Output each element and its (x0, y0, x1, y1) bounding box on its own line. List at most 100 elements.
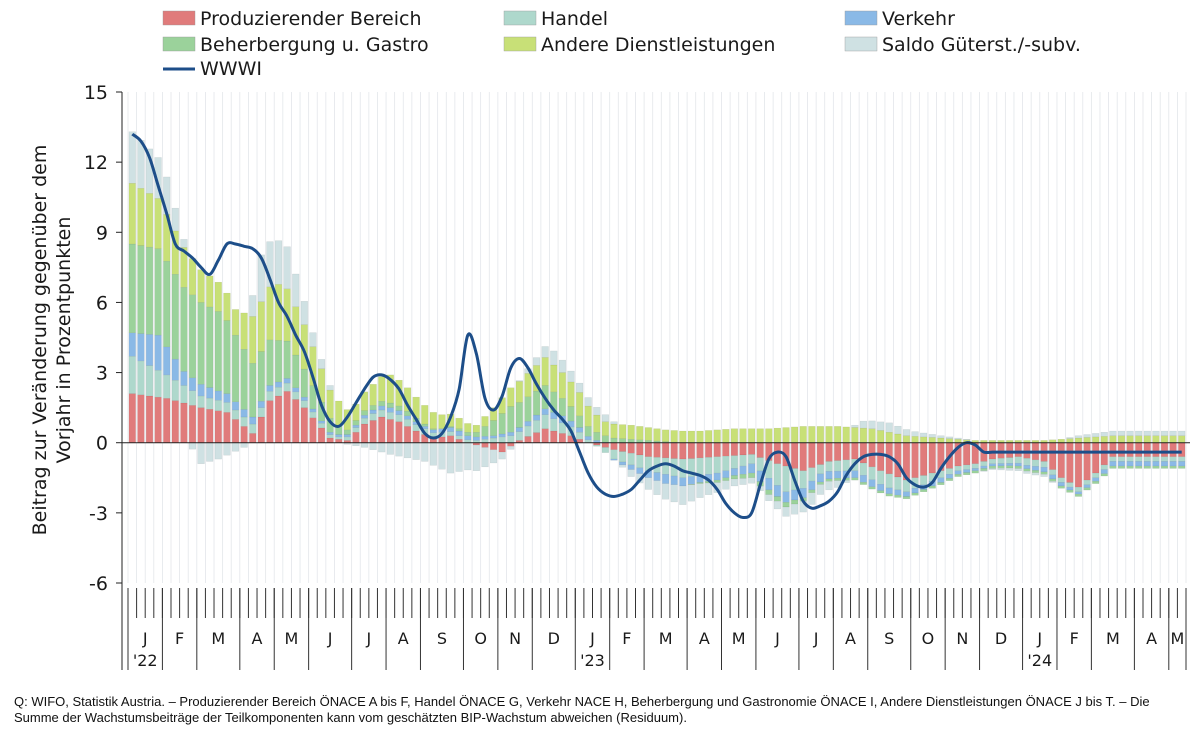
legend-label: Handel (541, 8, 608, 30)
bar-segment (274, 395, 283, 443)
legend-swatch (844, 10, 878, 26)
bar-segment (791, 489, 799, 501)
bar-segment (524, 396, 532, 422)
bar-segment (481, 416, 489, 427)
bar-segment (360, 410, 369, 416)
bar-segment (748, 442, 756, 455)
bar-segment (223, 402, 231, 413)
bar-segment (713, 442, 721, 457)
bar-segment (300, 368, 308, 398)
bar-segment (472, 431, 480, 438)
bar-segment (868, 428, 876, 443)
bar-segment (730, 442, 738, 456)
bar-segment (765, 494, 773, 501)
bar-segment (386, 402, 394, 408)
y-tick-label: 12 (84, 152, 108, 174)
bar-segment (773, 485, 781, 497)
bar-segment (455, 435, 463, 440)
bar-segment (971, 470, 979, 474)
bar-segment (937, 477, 945, 483)
bar-segment (206, 275, 214, 308)
bar-segment (627, 464, 635, 470)
bar-segment (369, 413, 377, 421)
bar-segment (386, 407, 394, 413)
bar-segment (197, 442, 205, 464)
bar-segment (773, 427, 781, 443)
bar-segment (877, 421, 885, 431)
bar-segment (1092, 436, 1100, 443)
bar-segment (1031, 472, 1040, 476)
bar-segment (171, 273, 179, 360)
bar-segment (859, 420, 867, 429)
bar-segment (1092, 481, 1100, 484)
bar-segment (274, 240, 283, 285)
bar-segment (773, 463, 781, 486)
bar-segment (601, 447, 609, 453)
bar-segment (395, 421, 403, 443)
bar-segment (197, 407, 205, 443)
bar-segment (472, 436, 480, 441)
bar-segment (954, 470, 962, 475)
bar-segment (507, 435, 515, 443)
bar-segment (360, 415, 369, 419)
bar-segment (1006, 457, 1014, 464)
bar-segment (317, 427, 326, 443)
bar-segment (1057, 477, 1065, 483)
bar-segment (464, 435, 472, 440)
wwwi-series-line (131, 132, 1182, 520)
bar-segment (997, 465, 1005, 469)
legend-label: Verkehr (882, 8, 955, 30)
bar-segment (257, 416, 265, 443)
bar-segment (490, 435, 498, 439)
bar-segment (1160, 442, 1169, 457)
bar-segment (920, 432, 928, 438)
bar-segment (765, 477, 773, 491)
bar-segment (128, 182, 136, 245)
bar-segment (619, 424, 627, 439)
bar-segment (1160, 435, 1169, 443)
bar-segment (791, 503, 799, 515)
month-label: M (285, 629, 299, 648)
bar-segment (137, 245, 145, 334)
bar-segment (137, 333, 145, 362)
bar-segment (1109, 442, 1117, 457)
bar-segment (963, 442, 971, 466)
bar-segment (653, 472, 661, 481)
bar-segment (309, 408, 317, 413)
bar-segment (644, 427, 652, 441)
bar-segment (507, 387, 515, 407)
month-label: F (622, 629, 631, 648)
bar-segment (799, 442, 807, 471)
bar-segment (541, 357, 549, 386)
bar-segment (1143, 430, 1151, 436)
bar-segment (1057, 442, 1065, 478)
month-label: A (252, 629, 263, 648)
bar-segment (438, 442, 446, 470)
bar-segment (730, 475, 738, 480)
bar-segment (533, 414, 541, 421)
bar-segment (877, 484, 885, 491)
bar-segment (1049, 481, 1057, 483)
bar-segment (997, 442, 1005, 459)
bar-segment (842, 426, 850, 443)
bar-segment (515, 402, 523, 428)
bar-segment (963, 472, 971, 476)
bar-segment (403, 426, 412, 443)
bar-segment (464, 442, 472, 471)
bar-segment (877, 470, 885, 485)
legend-swatch (844, 36, 878, 52)
bar-segment (335, 439, 343, 443)
bar-segment (171, 358, 179, 381)
bar-segment (223, 442, 231, 456)
bar-segment (360, 423, 369, 443)
month-label: M (659, 629, 673, 648)
bar-segment (627, 439, 635, 443)
wwwi-line (131, 132, 1182, 520)
bar-segment (756, 428, 764, 443)
bar-segment (739, 454, 747, 467)
bar-segment (1169, 465, 1177, 469)
bar-segment (1023, 470, 1031, 474)
bar-segment (369, 442, 377, 450)
bar-segment (954, 439, 962, 443)
bar-segment (1117, 442, 1126, 457)
